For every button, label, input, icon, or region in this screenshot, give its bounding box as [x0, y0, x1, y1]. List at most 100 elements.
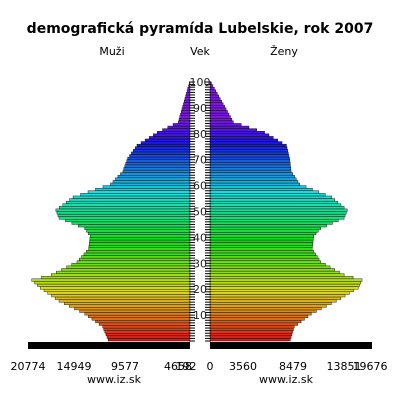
male-bar-age-36 [88, 244, 191, 248]
female-bar-age-76 [209, 141, 283, 145]
female-bar-age-58 [209, 187, 313, 191]
female-bar-age-1 [209, 335, 292, 339]
male-bar-age-0 [107, 338, 191, 342]
male-bar-age-14 [63, 301, 191, 305]
male-bar-age-54 [69, 198, 191, 202]
male-bar-age-85 [178, 118, 191, 122]
female-bar-age-77 [209, 138, 278, 142]
female-bar-age-2 [209, 333, 293, 337]
male-bar-age-32 [81, 255, 191, 259]
female-bar-age-0 [209, 338, 291, 342]
female-bar-age-82 [209, 125, 250, 129]
male-bar-age-86 [179, 115, 191, 119]
female-bar-age-75 [209, 143, 287, 147]
female-bar-age-55 [209, 195, 332, 199]
female-bar-age-54 [209, 198, 335, 202]
female-bar-age-67 [209, 164, 291, 168]
male-bar-age-40 [89, 234, 191, 238]
female-bar-age-90 [209, 105, 225, 109]
female-bar-age-34 [209, 250, 315, 254]
male-bar-age-21 [37, 283, 191, 287]
female-bar-age-33 [209, 252, 316, 256]
male-bar-age-78 [148, 136, 191, 140]
male-bar-age-88 [181, 110, 191, 114]
female-bar-age-87 [209, 112, 230, 116]
male-bar-age-1 [106, 335, 191, 339]
female-bar-age-91 [209, 102, 224, 106]
female-bar-age-17 [209, 294, 346, 298]
female-bar-age-29 [209, 263, 326, 267]
female-bar-age-92 [209, 99, 222, 103]
female-bar-age-23 [209, 278, 363, 282]
male-bar-age-31 [79, 257, 191, 261]
male-bar-age-76 [140, 141, 191, 145]
female-tick-label: 0 [207, 360, 214, 373]
female-bar-age-68 [209, 162, 291, 166]
male-bar-age-6 [98, 322, 191, 326]
age-label-50: 50 [193, 206, 207, 219]
female-bar-age-28 [209, 265, 331, 269]
female-bar-age-62 [209, 177, 297, 181]
male-bar-age-20 [40, 286, 191, 290]
male-bar-age-69 [126, 159, 191, 163]
male-bar-age-26 [56, 270, 191, 274]
chart-title: demografická pyramída Lubelskie, rok 200… [27, 21, 374, 37]
male-bar-age-2 [105, 333, 191, 337]
female-bar-age-51 [209, 206, 345, 210]
female-bar-age-15 [209, 299, 337, 303]
age-label-10: 10 [193, 309, 207, 322]
female-bar-age-19 [209, 289, 354, 292]
male-bar-age-10 [84, 312, 191, 316]
male-bar-age-68 [125, 162, 191, 166]
male-bar-age-70 [127, 156, 191, 160]
male-bar-age-33 [83, 252, 191, 256]
female-bar-age-32 [209, 255, 318, 259]
male-bar-age-90 [182, 105, 191, 109]
age-label-80: 80 [193, 128, 207, 141]
male-bar-age-35 [88, 247, 191, 251]
female-bar-age-11 [209, 309, 317, 313]
female-bar-age-61 [209, 180, 299, 184]
female-bar-age-21 [209, 283, 360, 287]
male-tick-label: 9577 [111, 360, 139, 373]
female-bar-age-49 [209, 211, 347, 215]
male-bar-age-28 [66, 265, 191, 269]
female-bar-age-12 [209, 307, 322, 311]
female-bar-age-84 [209, 120, 234, 124]
female-bar-age-78 [209, 136, 274, 140]
age-label-70: 70 [193, 154, 207, 167]
male-bar-age-61 [112, 180, 191, 184]
female-tick-label: 13851 [327, 360, 362, 373]
female-bar-age-25 [209, 273, 345, 277]
age-label-60: 60 [193, 180, 207, 193]
male-bar-age-62 [115, 177, 191, 181]
male-bar-age-30 [76, 260, 191, 264]
male-bar-age-3 [104, 330, 191, 334]
female-bottom-bar [210, 342, 372, 349]
male-bar-age-17 [51, 294, 191, 298]
male-bar-age-81 [162, 128, 191, 132]
female-bar-age-3 [209, 330, 293, 334]
male-bar-age-41 [88, 232, 191, 236]
male-bar-age-67 [124, 164, 191, 168]
male-bar-age-53 [65, 200, 191, 204]
male-bar-age-42 [86, 229, 191, 233]
male-bar-age-43 [84, 226, 191, 230]
female-bar-age-48 [209, 213, 346, 217]
male-bar-age-5 [102, 325, 191, 329]
female-bar-age-57 [209, 190, 320, 194]
male-bar-age-66 [123, 167, 191, 171]
female-bar-age-4 [209, 327, 294, 331]
male-tick-label: 14949 [57, 360, 92, 373]
female-bar-age-74 [209, 146, 288, 150]
male-bar-age-15 [58, 299, 191, 303]
female-bar-age-89 [209, 107, 227, 111]
male-tick-label: 20774 [11, 360, 46, 373]
male-bar-age-71 [129, 154, 191, 158]
male-bar-age-77 [144, 138, 191, 142]
age-label-100: 100 [190, 76, 211, 89]
male-bar-age-23 [31, 278, 191, 282]
